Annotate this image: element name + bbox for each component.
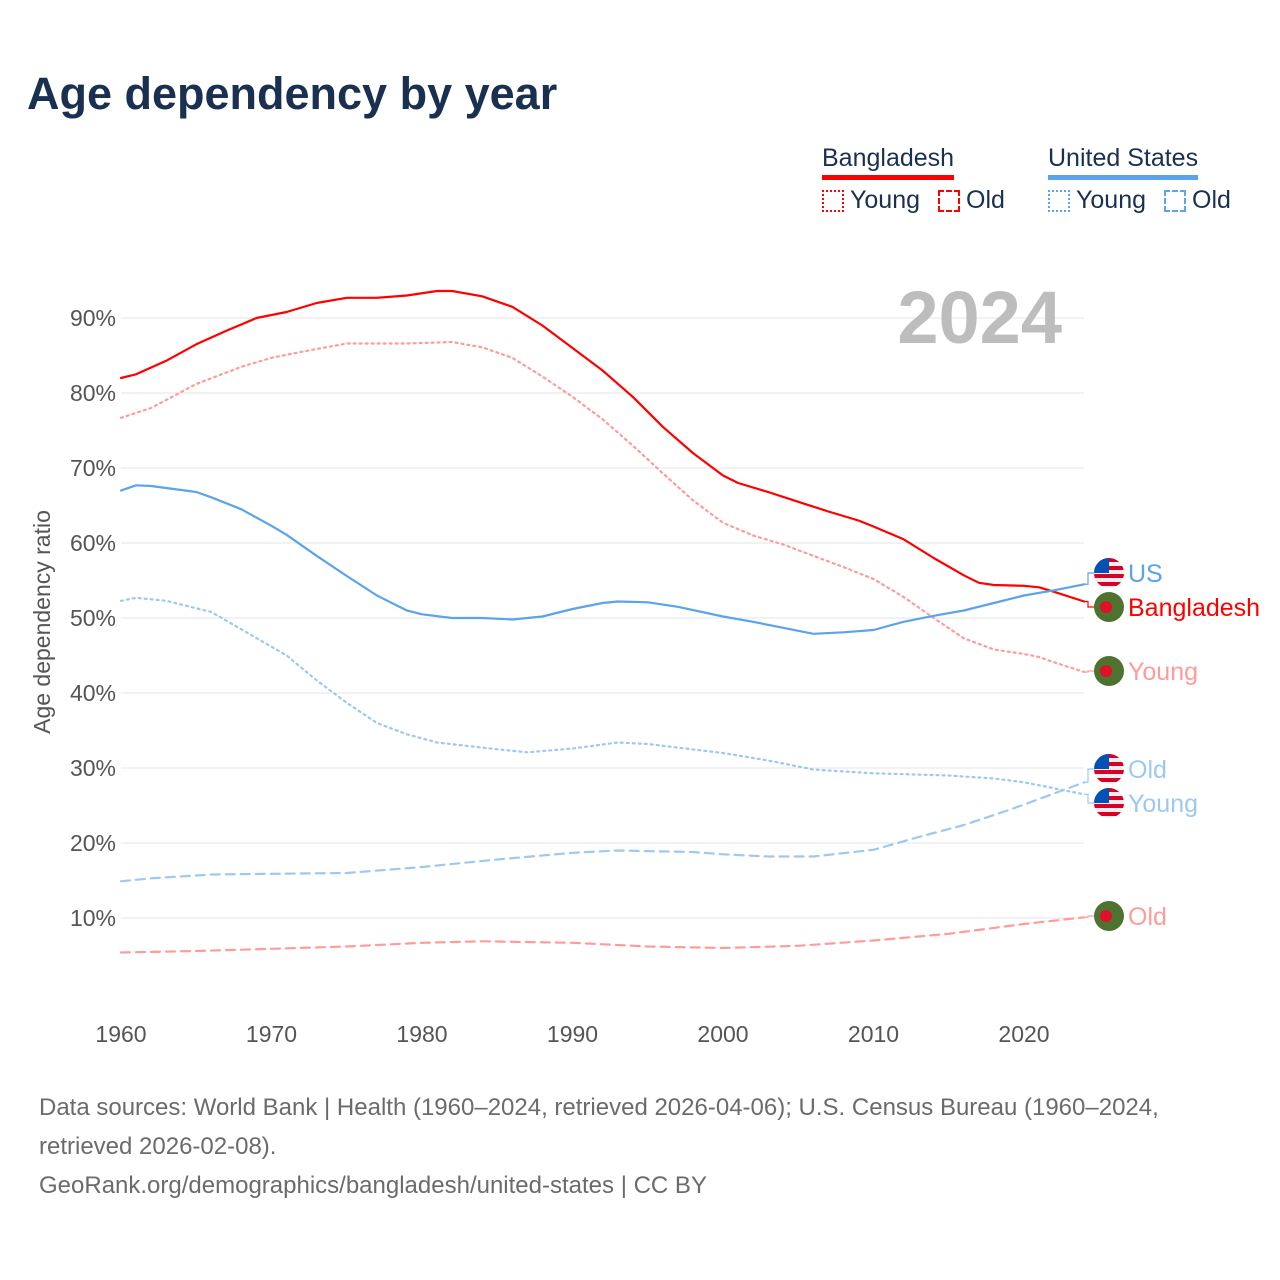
legend-label: Old <box>966 186 1005 214</box>
y-tick-label: 40% <box>70 680 116 706</box>
flag-body <box>1094 558 1124 588</box>
y-tick-label: 10% <box>70 905 116 931</box>
flag-disc <box>1100 601 1112 613</box>
flag-body <box>1094 754 1124 784</box>
flag-stripe <box>1094 778 1124 782</box>
legend-label: Old <box>1192 186 1231 214</box>
flag-canton <box>1094 754 1109 769</box>
end-label: US <box>1128 560 1163 588</box>
bangladesh-flag-icon <box>1094 592 1124 622</box>
x-tick-label: 2020 <box>998 1021 1049 1047</box>
label-connector <box>1084 915 1096 918</box>
legend-item-young: Young <box>1048 186 1146 215</box>
bangladesh-flag-icon <box>1094 901 1124 931</box>
flag-stripe <box>1094 574 1124 578</box>
data-sources: Data sources: World Bank | Health (1960–… <box>39 1094 1159 1160</box>
y-tick-label: 80% <box>70 380 116 406</box>
us-flag-icon <box>1094 754 1124 784</box>
flag-stripe <box>1094 582 1124 586</box>
x-tick-label: 1970 <box>246 1021 297 1047</box>
label-connector <box>1084 768 1096 783</box>
y-axis-label: Age dependency ratio <box>29 510 55 734</box>
y-tick-label: 70% <box>70 455 116 481</box>
end-label: Young <box>1128 790 1198 818</box>
series-line-bangladesh-young <box>119 340 1086 674</box>
flag-canton <box>1094 558 1109 573</box>
label-connector <box>1084 670 1096 673</box>
legend-item-old: Old <box>938 186 1005 215</box>
legend-country-name: United States <box>1048 144 1199 180</box>
end-label: Old <box>1128 903 1167 931</box>
y-tick-label: 90% <box>70 305 116 331</box>
flag-stripe <box>1094 812 1124 816</box>
flag-disc <box>1100 665 1112 677</box>
end-label: Old <box>1128 756 1167 784</box>
legend-label: Young <box>1076 186 1146 214</box>
year-label: 2024 <box>897 276 1062 359</box>
x-tick-label: 2000 <box>697 1021 748 1047</box>
y-tick-label: 60% <box>70 530 116 556</box>
series-line-united-states-old <box>119 781 1086 883</box>
us-flag-icon <box>1094 558 1124 588</box>
series-line-united-states-young <box>119 596 1086 796</box>
y-tick-label: 30% <box>70 755 116 781</box>
dashed-swatch-icon <box>938 189 960 212</box>
end-label: Young <box>1128 658 1198 686</box>
chart-title: Age dependency by year <box>27 68 558 119</box>
end-label: Bangladesh <box>1128 594 1260 622</box>
legend-item-young: Young <box>822 186 920 215</box>
legend-label: Young <box>850 186 920 214</box>
y-tick-label: 20% <box>70 830 116 856</box>
legend-item-old: Old <box>1164 186 1231 215</box>
flag-stripe <box>1094 770 1124 774</box>
flag-stripe <box>1094 804 1124 808</box>
x-tick-label: 2010 <box>848 1021 899 1047</box>
us-flag-icon <box>1094 788 1124 818</box>
flag-canton <box>1094 788 1109 803</box>
series-line-united-states <box>119 484 1086 635</box>
label-connector <box>1084 572 1096 585</box>
series-line-bangladesh-old <box>119 916 1086 954</box>
x-tick-label: 1960 <box>95 1021 146 1047</box>
footer: Data sources: World Bank | Health (1960–… <box>39 1088 1249 1205</box>
legend-country-name: Bangladesh <box>822 144 955 180</box>
legend-bangladesh: Bangladesh Young Old <box>822 144 1005 215</box>
x-tick-label: 1990 <box>547 1021 598 1047</box>
flag-disc <box>1100 910 1112 922</box>
line-chart: 10% 20% 30% 40% 50% 60% 70% 80% 90% 1960 1970 1980 1… <box>29 276 1260 1047</box>
y-tick-label: 50% <box>70 605 116 631</box>
credit-link[interactable]: GeoRank.org/demographics/bangladesh/unit… <box>39 1172 707 1199</box>
label-connector <box>1084 600 1096 608</box>
legend-united-states: United States Young Old <box>1048 144 1231 215</box>
x-tick-label: 1980 <box>396 1021 447 1047</box>
bangladesh-flag-icon <box>1094 656 1124 686</box>
flag-body <box>1094 788 1124 818</box>
dashed-swatch-icon <box>1164 189 1186 212</box>
dotted-swatch-icon <box>822 189 844 212</box>
dotted-swatch-icon <box>1048 189 1070 212</box>
label-connector <box>1084 793 1096 804</box>
series-line-bangladesh <box>119 289 1086 603</box>
